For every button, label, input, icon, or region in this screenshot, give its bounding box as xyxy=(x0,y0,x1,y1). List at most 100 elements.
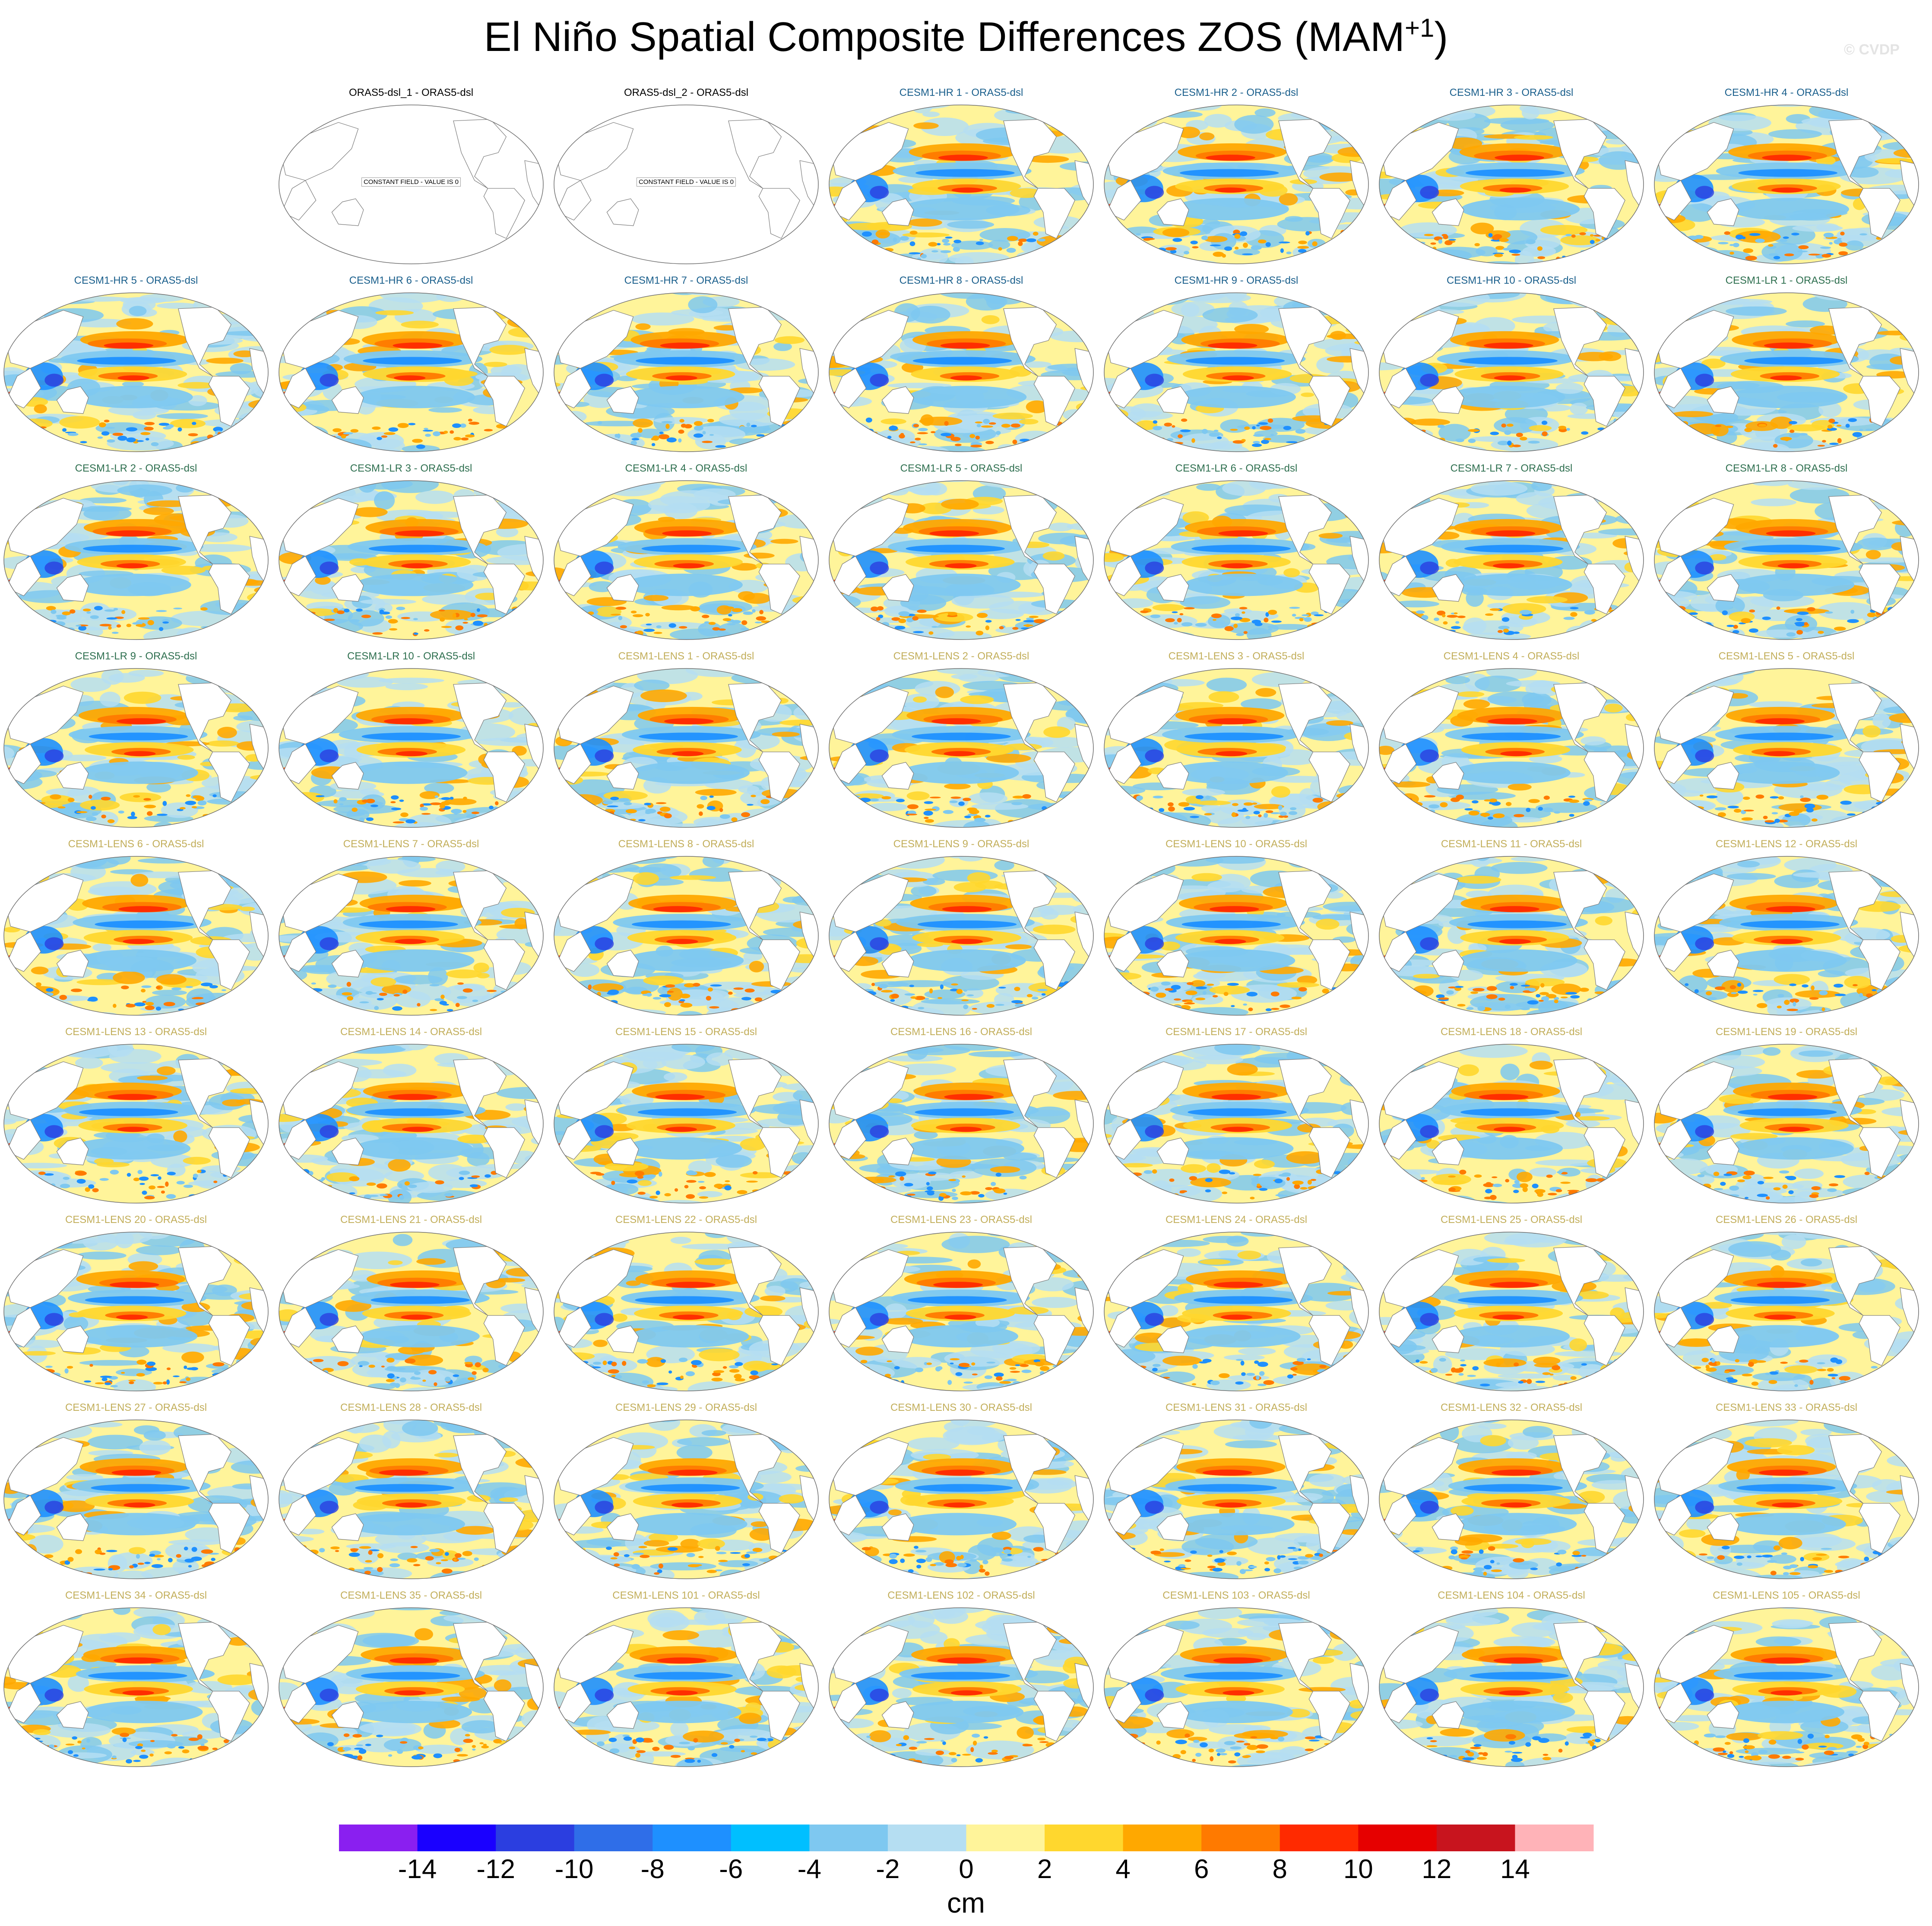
world-map xyxy=(279,856,544,1016)
world-map xyxy=(1654,1044,1919,1204)
world-map xyxy=(279,105,544,264)
world-map xyxy=(1654,856,1919,1016)
world-map xyxy=(279,1419,544,1579)
panel-title: CESM1-LENS 34 - ORAS5-dsl xyxy=(65,1590,207,1601)
colorbar-segment xyxy=(496,1825,575,1851)
panel-title: CESM1-HR 9 - ORAS5-dsl xyxy=(1174,275,1299,286)
panel-title: CESM1-LR 4 - ORAS5-dsl xyxy=(625,462,747,474)
world-map xyxy=(1104,856,1369,1016)
map-panel: CESM1-LENS 3 - ORAS5-dsl xyxy=(1100,650,1372,833)
map-panel: CESM1-LENS 103 - ORAS5-dsl xyxy=(1100,1589,1372,1772)
map-panel: CESM1-HR 10 - ORAS5-dsl xyxy=(1375,274,1647,457)
world-map xyxy=(829,105,1094,264)
world-map xyxy=(1654,1419,1919,1579)
world-map xyxy=(279,1232,544,1391)
map-panel: CESM1-LENS 8 - ORAS5-dsl xyxy=(550,838,822,1021)
chart-title: El Niño Spatial Composite Differences ZO… xyxy=(0,14,1932,60)
panel-title: CESM1-LENS 2 - ORAS5-dsl xyxy=(893,650,1029,662)
panel-title: CESM1-LENS 4 - ORAS5-dsl xyxy=(1443,650,1580,662)
map-panel: CESM1-LENS 17 - ORAS5-dsl xyxy=(1100,1026,1372,1209)
world-map xyxy=(3,1419,269,1579)
panel-title: CESM1-HR 2 - ORAS5-dsl xyxy=(1174,87,1299,98)
panel-title: CESM1-LENS 24 - ORAS5-dsl xyxy=(1165,1214,1308,1226)
map-panel: CESM1-LENS 33 - ORAS5-dsl xyxy=(1650,1401,1922,1584)
colorbar-segment xyxy=(417,1825,496,1851)
world-map xyxy=(279,668,544,828)
panel-title: CESM1-LR 9 - ORAS5-dsl xyxy=(75,650,197,662)
panel-title: CESM1-LR 10 - ORAS5-dsl xyxy=(347,650,475,662)
map-panel: CESM1-LENS 31 - ORAS5-dsl xyxy=(1100,1401,1372,1584)
world-map xyxy=(554,668,819,828)
colorbar-tick-label: 12 xyxy=(1422,1854,1451,1884)
map-panel: CESM1-LENS 14 - ORAS5-dsl xyxy=(275,1026,547,1209)
map-panel: CESM1-LENS 1 - ORAS5-dsl xyxy=(550,650,822,833)
world-map xyxy=(1654,1607,1919,1767)
world-map xyxy=(1654,668,1919,828)
colorbar-tick-label: -10 xyxy=(555,1854,594,1884)
world-map xyxy=(3,1044,269,1204)
colorbar-tick-label: -8 xyxy=(641,1854,665,1884)
world-map xyxy=(1654,292,1919,452)
colorbar-tick-label: 14 xyxy=(1500,1854,1530,1884)
panel-title: CESM1-LENS 25 - ORAS5-dsl xyxy=(1440,1214,1583,1226)
world-map xyxy=(1104,668,1369,828)
colorbar-segment xyxy=(1436,1825,1515,1851)
world-map xyxy=(554,1232,819,1391)
panel-title: CESM1-LENS 101 - ORAS5-dsl xyxy=(612,1590,760,1601)
colorbar-segment xyxy=(1280,1825,1359,1851)
map-panel: CESM1-LENS 2 - ORAS5-dsl xyxy=(825,650,1097,833)
world-map xyxy=(554,1419,819,1579)
map-panel: CESM1-HR 1 - ORAS5-dsl xyxy=(825,86,1097,269)
map-panel: CESM1-LENS 5 - ORAS5-dsl xyxy=(1650,650,1922,833)
panel-title: CESM1-LENS 103 - ORAS5-dsl xyxy=(1162,1590,1310,1601)
map-panel: CESM1-LR 3 - ORAS5-dsl xyxy=(275,462,547,645)
panel-title: CESM1-LENS 30 - ORAS5-dsl xyxy=(890,1402,1033,1413)
panel-title: CESM1-LENS 28 - ORAS5-dsl xyxy=(340,1402,482,1413)
map-panel: CESM1-LR 7 - ORAS5-dsl xyxy=(1375,462,1647,645)
world-map xyxy=(1379,1607,1644,1767)
panel-title: ORAS5-dsl_2 - ORAS5-dsl xyxy=(624,87,749,98)
world-map xyxy=(1379,480,1644,640)
world-map xyxy=(554,480,819,640)
panel-title: CESM1-LENS 12 - ORAS5-dsl xyxy=(1715,838,1858,850)
colorbar-segment xyxy=(652,1825,732,1851)
world-map xyxy=(554,105,819,264)
panel-title: CESM1-LR 1 - ORAS5-dsl xyxy=(1725,275,1848,286)
map-panel: CESM1-LR 2 - ORAS5-dsl xyxy=(0,462,272,645)
map-panel: CESM1-LENS 34 - ORAS5-dsl xyxy=(0,1589,272,1772)
map-panel: CESM1-LENS 19 - ORAS5-dsl xyxy=(1650,1026,1922,1209)
panel-title: CESM1-HR 4 - ORAS5-dsl xyxy=(1724,87,1849,98)
map-panel: CESM1-LENS 15 - ORAS5-dsl xyxy=(550,1026,822,1209)
map-panel: CESM1-LENS 11 - ORAS5-dsl xyxy=(1375,838,1647,1021)
colorbar-svg: -14 -12 -10 -8 -6 -4 -2 0 2 4 6 8 10 12 14 xyxy=(339,1825,1594,1884)
panel-title: CESM1-HR 1 - ORAS5-dsl xyxy=(899,87,1023,98)
map-panel: ORAS5-dsl_1 - ORAS5-dsl CONSTANT FIELD - … xyxy=(275,86,547,269)
panel-title: CESM1-LENS 9 - ORAS5-dsl xyxy=(893,838,1029,850)
world-map xyxy=(279,1044,544,1204)
world-map xyxy=(1379,856,1644,1016)
map-panel: CESM1-LENS 32 - ORAS5-dsl xyxy=(1375,1401,1647,1584)
panel-title: CESM1-HR 7 - ORAS5-dsl xyxy=(624,275,748,286)
chart-title-superscript: +1 xyxy=(1404,13,1435,42)
panel-title: CESM1-LR 7 - ORAS5-dsl xyxy=(1450,462,1573,474)
map-panel: CESM1-LENS 20 - ORAS5-dsl xyxy=(0,1213,272,1397)
colorbar-segment xyxy=(887,1825,966,1851)
map-panel: CESM1-LENS 7 - ORAS5-dsl xyxy=(275,838,547,1021)
world-map xyxy=(279,1607,544,1767)
map-panel: CESM1-LENS 9 - ORAS5-dsl xyxy=(825,838,1097,1021)
colorbar-segment xyxy=(731,1825,810,1851)
world-map xyxy=(554,1607,819,1767)
world-map xyxy=(1104,1232,1369,1391)
panel-title: CESM1-LENS 29 - ORAS5-dsl xyxy=(615,1402,757,1413)
world-map xyxy=(3,1607,269,1767)
world-map xyxy=(1654,1232,1919,1391)
map-panel: CESM1-LR 5 - ORAS5-dsl xyxy=(825,462,1097,645)
panel-title: CESM1-LENS 14 - ORAS5-dsl xyxy=(340,1026,482,1038)
panel-title: CESM1-LENS 3 - ORAS5-dsl xyxy=(1168,650,1305,662)
world-map xyxy=(1104,105,1369,264)
map-panel: CESM1-LENS 16 - ORAS5-dsl xyxy=(825,1026,1097,1209)
panel-title: CESM1-LENS 102 - ORAS5-dsl xyxy=(887,1590,1035,1601)
panel-grid: ORAS5-dsl_1 - ORAS5-dsl CONSTANT FIELD - … xyxy=(0,86,1922,1772)
world-map xyxy=(1654,105,1919,264)
map-panel: CESM1-LR 9 - ORAS5-dsl xyxy=(0,650,272,833)
